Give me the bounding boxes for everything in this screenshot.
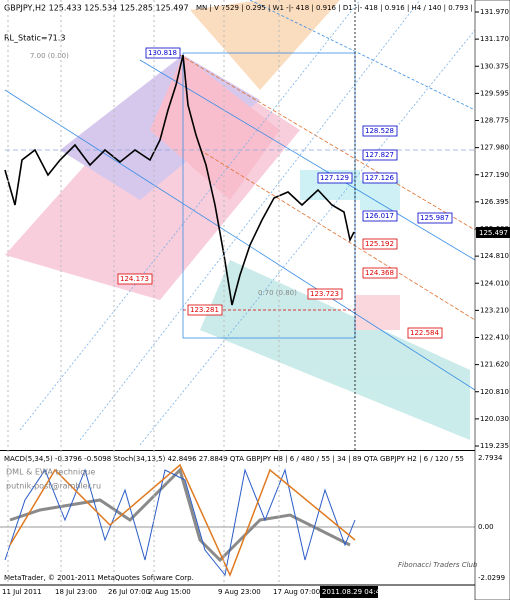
price-box-label: 125.192 <box>365 240 394 248</box>
price-box <box>307 288 343 300</box>
price-box <box>417 212 453 224</box>
price-axis-label: 119.235 <box>480 442 509 450</box>
price-series <box>4 54 355 306</box>
price-box-label: 122.584 <box>410 329 439 337</box>
oscillator-axis-label: -2.0299 <box>478 574 505 582</box>
copyright: MetaTrader, © 2001-2011 MetaQuotes Softw… <box>4 574 194 582</box>
price-box-label: 130.818 <box>148 49 177 57</box>
fib-note: 7.00 (0.00) <box>30 52 69 60</box>
oscillator-drawing <box>0 463 475 577</box>
fib-lines <box>4 0 476 450</box>
technique-label: DML & EWA technique <box>6 468 95 477</box>
price-box-label: 125.987 <box>420 214 449 222</box>
price-box-label: 123.281 <box>190 306 219 314</box>
price-axis-label: 121.620 <box>480 361 509 369</box>
price-axis-label: 128.775 <box>480 117 509 125</box>
price-box-label: 123.723 <box>310 290 339 298</box>
date-label: 17 Aug 07:00 <box>273 588 320 596</box>
price-axis-label: 131.170 <box>480 35 509 43</box>
current-date: 2011.08.29 04:45 <box>322 588 384 596</box>
price-axis-label: 127.190 <box>480 171 509 179</box>
price-box-label: 127.827 <box>365 151 394 159</box>
price-box <box>362 125 398 137</box>
price-axis-label: 130.375 <box>480 62 509 70</box>
date-label: 2 Aug 15:00 <box>148 588 191 596</box>
price-axis-label: 120.810 <box>480 388 509 396</box>
email-label: putnik-post@rambler.ru <box>6 482 101 491</box>
price-box <box>362 172 398 184</box>
price-axis-label: 131.970 <box>480 8 509 16</box>
oscillator-header: MACD(5,34,5) -0.3796 -0.5098 Stoch(34,13… <box>4 455 464 463</box>
date-label: 9 Aug 23:00 <box>218 588 261 596</box>
price-axis-label: 126.395 <box>480 198 509 206</box>
oscillator-axis-label: 2.7934 <box>478 454 503 462</box>
fib-note: 0.70 (0.80) <box>258 289 297 297</box>
current-date-box <box>320 586 378 598</box>
current-price-box <box>476 227 510 238</box>
club-label: Fibonacci Traders Club <box>398 561 478 569</box>
price-axis-label: 124.010 <box>480 279 509 287</box>
price-box <box>187 304 223 316</box>
price-axis-label: 129.595 <box>480 89 509 97</box>
price-box <box>362 210 398 222</box>
price-box-label: 126.017 <box>365 212 394 220</box>
date-label: 26 Jul 07:00 <box>108 588 150 596</box>
price-box-label: 124.173 <box>120 275 149 283</box>
fib-bands <box>5 0 470 440</box>
price-axis-label: 120.030 <box>480 415 509 423</box>
price-box <box>317 172 353 184</box>
price-axis <box>474 0 510 600</box>
price-box-label: 128.528 <box>365 127 394 135</box>
quote-header: GBPJPY,H2 125.433 125.534 125.285 125.49… <box>4 4 189 13</box>
price-box <box>145 47 181 59</box>
oscillator-axis-label: 0.00 <box>478 523 494 531</box>
price-box <box>362 149 398 161</box>
pane-divider <box>0 450 475 451</box>
price-box-label: 124.368 <box>365 269 394 277</box>
price-box <box>407 327 443 339</box>
price-axis-label: 124.810 <box>480 252 509 260</box>
price-box-label: 127.126 <box>365 174 394 182</box>
stats-header: MN | V 7529 | 0.295 | W1 -|- 418 | 0.916… <box>196 4 510 12</box>
price-axis-label: 122.410 <box>480 334 509 342</box>
price-box <box>117 273 153 285</box>
indicator-label: RL_Static=71.3 <box>4 34 65 43</box>
price-box-label: 127.129 <box>320 174 349 182</box>
date-label: 18 Jul 23:00 <box>55 588 97 596</box>
date-label: 11 Jul 2011 <box>2 588 42 596</box>
price-box <box>362 238 398 250</box>
price-box <box>362 267 398 279</box>
price-axis-label: 127.980 <box>480 144 509 152</box>
price-axis-label: 123.210 <box>480 306 509 314</box>
current-price: 125.497 <box>479 229 508 237</box>
